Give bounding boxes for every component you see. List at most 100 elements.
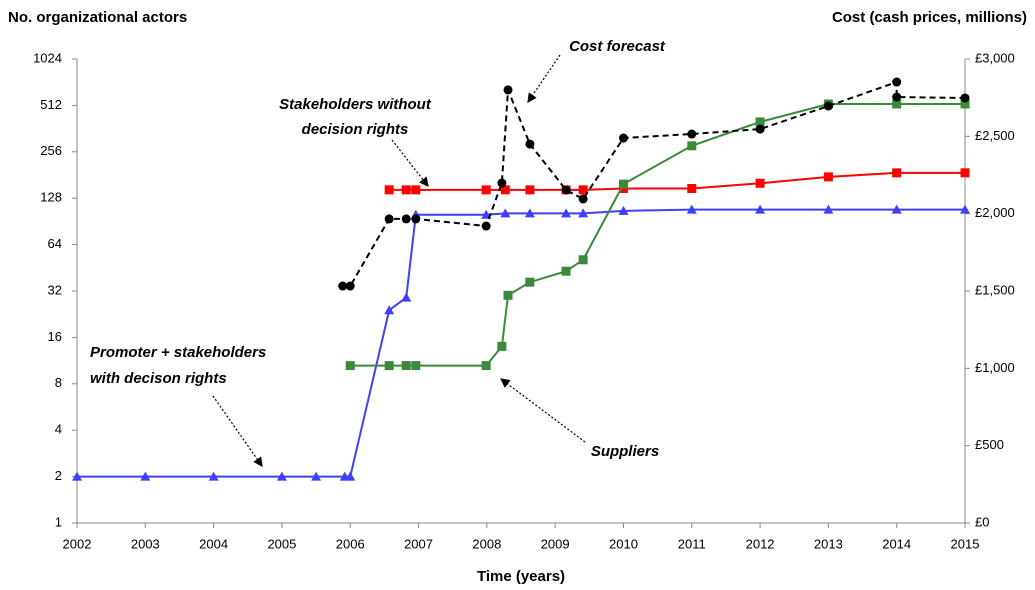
data-point bbox=[892, 99, 902, 109]
data-point bbox=[401, 185, 411, 195]
data-point bbox=[960, 93, 970, 103]
x-tick-label: 2004 bbox=[199, 536, 228, 551]
series-line bbox=[350, 102, 965, 367]
data-point bbox=[384, 361, 394, 371]
y-tick-label: 8 bbox=[55, 375, 62, 390]
data-point bbox=[411, 214, 421, 224]
y-tick-label: 4 bbox=[55, 422, 62, 437]
data-point bbox=[208, 471, 219, 481]
data-point bbox=[500, 208, 511, 218]
y2-tick-label: £1,500 bbox=[975, 282, 1015, 297]
annotation: Promoter + stakeholders bbox=[90, 344, 266, 361]
y-tick-label: 16 bbox=[48, 329, 62, 344]
data-point bbox=[578, 208, 589, 218]
x-axis-title: Time (years) bbox=[477, 568, 565, 585]
annotation: Cost forecast bbox=[569, 38, 666, 55]
x-tick-label: 2013 bbox=[814, 536, 843, 551]
data-point bbox=[503, 85, 513, 95]
data-point bbox=[384, 185, 394, 195]
data-point bbox=[481, 361, 491, 371]
y2-tick-label: £3,000 bbox=[975, 50, 1015, 65]
data-point bbox=[525, 139, 535, 149]
series-line bbox=[342, 80, 966, 288]
data-point bbox=[960, 99, 970, 109]
data-point bbox=[755, 117, 765, 127]
data-point bbox=[525, 277, 535, 287]
annotation: Stakeholders without bbox=[279, 96, 432, 113]
data-point bbox=[401, 214, 411, 224]
data-point bbox=[618, 205, 629, 215]
data-point bbox=[384, 214, 394, 224]
data-point bbox=[578, 194, 588, 204]
data-point bbox=[401, 361, 411, 371]
data-point bbox=[960, 204, 970, 214]
data-point bbox=[338, 281, 348, 291]
y2-tick-label: £1,000 bbox=[975, 360, 1015, 375]
arrow bbox=[527, 54, 561, 103]
y2-tick-label: £2,500 bbox=[975, 128, 1015, 143]
x-tick-label: 2002 bbox=[63, 536, 92, 551]
data-point bbox=[311, 471, 322, 481]
x-tick-label: 2006 bbox=[336, 536, 365, 551]
y-tick-label: 64 bbox=[48, 236, 62, 251]
data-point bbox=[497, 178, 507, 188]
data-point bbox=[687, 183, 697, 193]
data-point bbox=[578, 185, 588, 195]
data-point bbox=[561, 266, 571, 276]
data-point bbox=[481, 221, 491, 231]
arrow bbox=[212, 395, 263, 467]
data-point bbox=[755, 124, 765, 134]
x-tick-label: 2010 bbox=[609, 536, 638, 551]
annotation: Suppliers bbox=[591, 443, 659, 460]
y2-tick-label: £2,000 bbox=[975, 205, 1015, 220]
y2-tick-label: £0 bbox=[975, 514, 989, 529]
data-point bbox=[823, 101, 833, 111]
data-point bbox=[823, 172, 833, 182]
data-point bbox=[755, 178, 765, 188]
data-point bbox=[892, 168, 902, 178]
data-point bbox=[561, 208, 572, 218]
data-point bbox=[892, 77, 902, 87]
data-point bbox=[823, 204, 834, 214]
y2-tick-label: £500 bbox=[975, 437, 1004, 452]
data-point bbox=[411, 361, 421, 371]
x-tick-label: 2005 bbox=[267, 536, 296, 551]
data-point bbox=[345, 471, 356, 481]
data-point bbox=[72, 471, 82, 481]
arrow bbox=[500, 378, 586, 443]
x-tick-label: 2003 bbox=[131, 536, 160, 551]
data-point bbox=[578, 255, 588, 265]
data-point bbox=[687, 129, 697, 139]
data-point bbox=[500, 185, 510, 195]
y-tick-label: 128 bbox=[40, 190, 62, 205]
data-point bbox=[960, 168, 970, 178]
data-point bbox=[618, 179, 628, 189]
data-point bbox=[755, 204, 766, 214]
data-point bbox=[686, 204, 697, 214]
y-tick-label: 1 bbox=[55, 514, 62, 529]
y-axis-title: No. organizational actors bbox=[8, 9, 187, 26]
y-tick-label: 32 bbox=[48, 282, 62, 297]
y-tick-label: 1024 bbox=[33, 50, 62, 65]
data-point bbox=[276, 471, 287, 481]
x-tick-label: 2012 bbox=[746, 536, 775, 551]
y-tick-label: 2 bbox=[55, 468, 62, 483]
y2-axis-title: Cost (cash prices, millions) bbox=[832, 9, 1027, 26]
data-point bbox=[618, 133, 628, 143]
data-point bbox=[401, 292, 412, 302]
x-tick-label: 2007 bbox=[404, 536, 433, 551]
x-tick-label: 2011 bbox=[678, 536, 706, 551]
x-tick-label: 2009 bbox=[541, 536, 570, 551]
data-point bbox=[503, 290, 513, 300]
data-point bbox=[525, 185, 535, 195]
data-point bbox=[411, 185, 421, 195]
data-point bbox=[140, 471, 151, 481]
y-tick-label: 512 bbox=[40, 97, 62, 112]
data-point bbox=[561, 185, 571, 195]
annotation: with decison rights bbox=[90, 370, 227, 387]
data-point bbox=[687, 141, 697, 151]
arrow bbox=[391, 139, 429, 187]
data-point bbox=[384, 305, 395, 315]
annotation: decision rights bbox=[302, 121, 409, 138]
